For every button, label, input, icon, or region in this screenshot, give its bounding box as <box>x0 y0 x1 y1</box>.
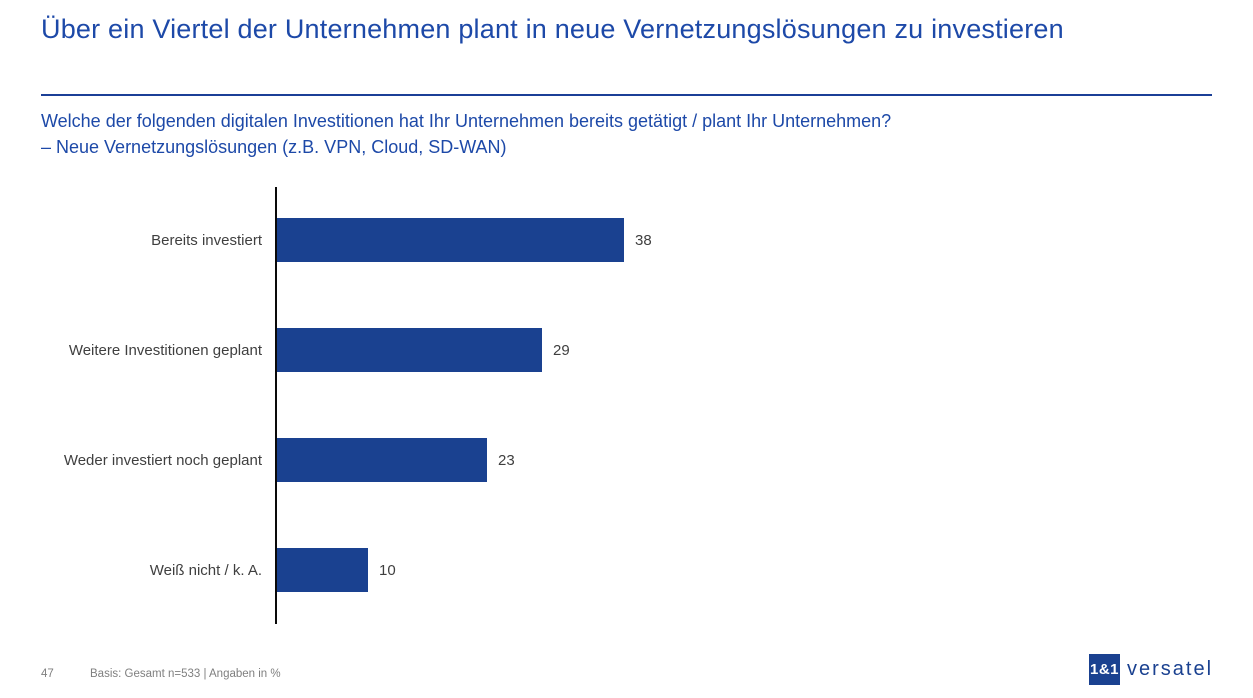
basis-note: Basis: Gesamt n=533 | Angaben in % <box>90 668 281 680</box>
category-label: Bereits investiert <box>151 231 262 249</box>
question-line-1: Welche der folgenden digitalen Investiti… <box>41 111 892 131</box>
value-label: 38 <box>635 231 652 249</box>
value-label: 10 <box>379 561 396 579</box>
slide-title: Über ein Viertel der Unternehmen plant i… <box>41 14 1064 44</box>
value-label: 23 <box>498 451 515 469</box>
bar <box>277 438 487 482</box>
one-and-one-logo-mark: 1&1 <box>1089 654 1120 685</box>
question-text: Welche der folgenden digitalen Investiti… <box>41 108 1181 160</box>
question-line-2: – Neue Vernetzungslösungen (z.B. VPN, Cl… <box>41 137 507 158</box>
bar-row: Weitere Investitionen geplant 29 <box>41 328 1211 372</box>
bar-chart: Bereits investiert 38 Weitere Investitione… <box>41 187 1211 624</box>
title-divider <box>41 94 1212 96</box>
bar-row: Bereits investiert 38 <box>41 218 1211 262</box>
versatel-logo-text: versatel <box>1127 658 1214 680</box>
chart-axis-line <box>275 187 277 624</box>
bar <box>277 218 624 262</box>
value-label: 29 <box>553 341 570 359</box>
category-label: Weiß nicht / k. A. <box>149 561 262 579</box>
bar-row: Weiß nicht / k. A. 10 <box>41 548 1211 592</box>
bar <box>277 328 542 372</box>
category-label: Weder investiert noch geplant <box>63 451 262 469</box>
page-number: 47 <box>41 668 54 680</box>
category-label: Weitere Investitionen geplant <box>68 341 262 359</box>
bar-row: Weder investiert noch geplant 23 <box>41 438 1211 482</box>
bar <box>277 548 368 592</box>
